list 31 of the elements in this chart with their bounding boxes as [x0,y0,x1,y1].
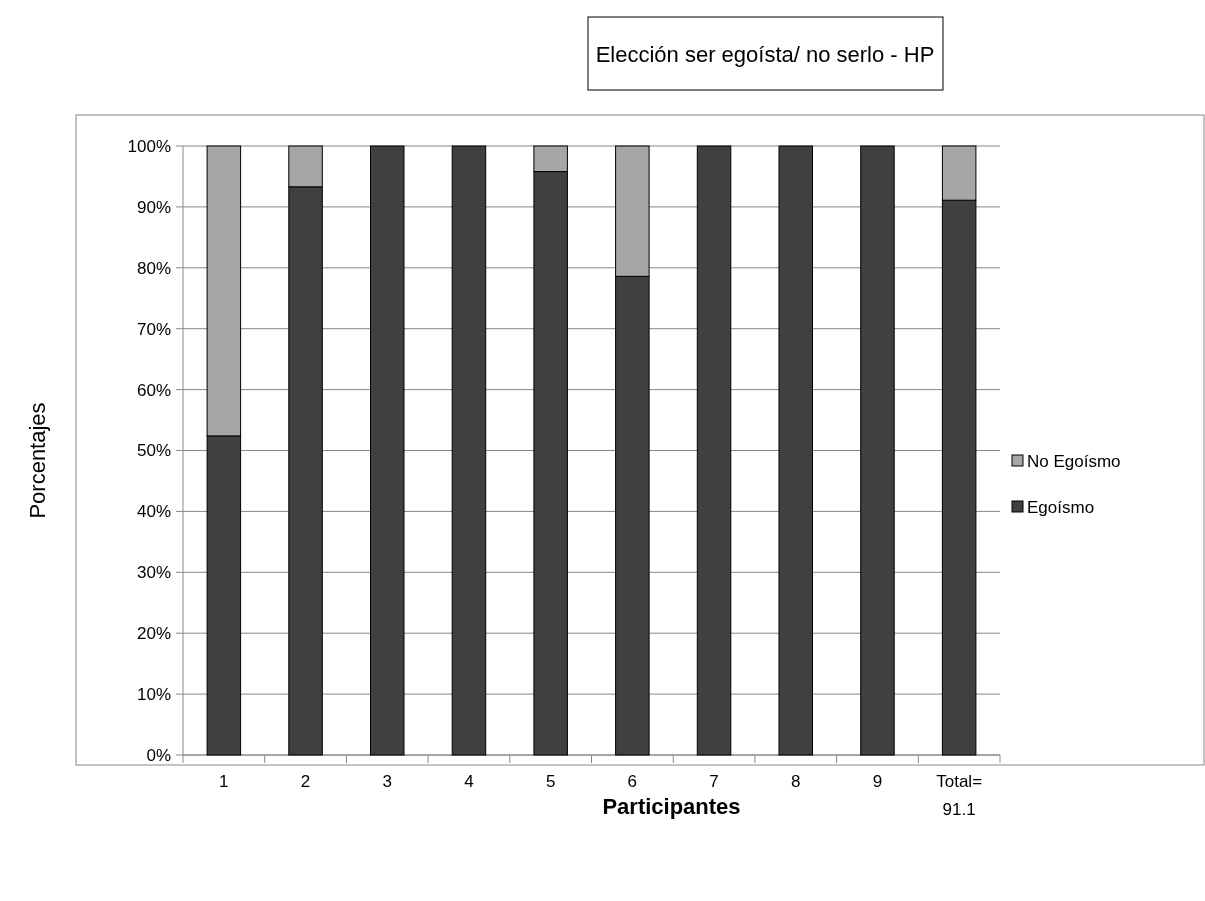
x-tick-label: 9 [872,772,883,791]
bar [778,145,813,756]
y-tick-label: 10% [136,685,171,705]
y-tick-label: 70% [136,319,171,339]
y-tick-label: 60% [136,380,171,400]
y-tick-label: 80% [136,258,171,278]
y-tick-label: 30% [136,563,171,583]
legend-label: No Egoísmo [1027,451,1121,471]
y-tick-label: 20% [136,624,171,644]
x-tick-label: 1 [219,772,229,791]
x-tick-label: 2 [300,772,311,791]
y-axis-title: Porcentajes [25,402,50,519]
legend-label: Egoísmo [1027,497,1095,517]
chart-title: Elección ser egoísta/ no serlo - HP [595,42,935,67]
bar [370,145,405,756]
bar [696,145,732,756]
y-tick-label: 50% [136,441,171,461]
y-tick-label: 100% [127,136,171,156]
x-tick-label: 8 [791,772,801,791]
y-tick-label: 90% [136,197,171,217]
x-tick-label: 7 [709,772,719,791]
bar [451,145,487,756]
y-tick-label: 0% [146,745,171,765]
x-tick-label: 6 [627,772,638,791]
x-tick-label: 5 [545,772,556,791]
x-tick-label: 3 [382,772,392,791]
x-axis-title: Participantes [602,794,741,819]
bar [860,145,895,756]
x-tick-label: 4 [464,772,474,791]
y-tick-label: 40% [136,502,171,522]
x-tick-label: Total= 91.1 [936,772,983,819]
